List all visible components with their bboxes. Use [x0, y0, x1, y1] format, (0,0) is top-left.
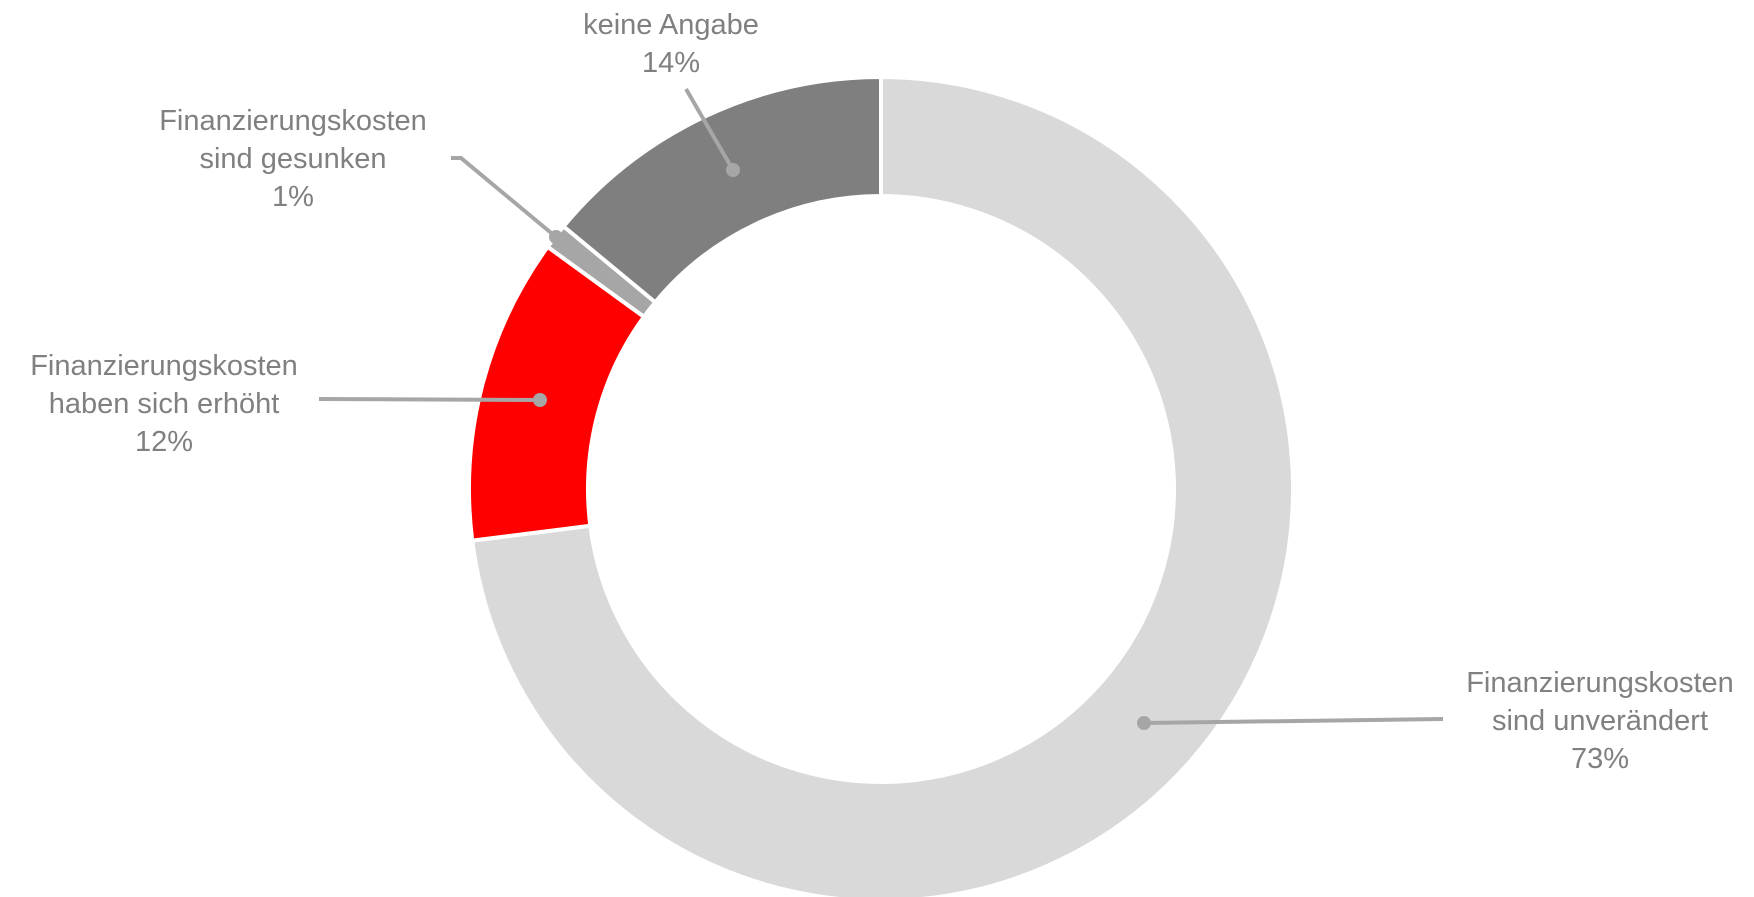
donut-segment [470, 74, 1295, 897]
data-label: keine Angabe 14% [583, 6, 759, 82]
leader-line [684, 87, 735, 172]
data-label: Finanzierungskosten sind gesunken 1% [159, 102, 427, 216]
category-label: Finanzierungskosten haben sich erhöht [30, 350, 298, 420]
leader-dot [1137, 716, 1151, 730]
value-label: 12% [134, 426, 194, 458]
leader-line [318, 397, 541, 402]
value-label: 1% [272, 181, 314, 213]
category-label: keine Angabe [583, 9, 759, 41]
category-label: Finanzierungskosten sind unverändert [1466, 667, 1734, 737]
leader-line [451, 156, 558, 239]
category-label: Finanzierungskosten sind gesunken [159, 105, 427, 175]
value-label: 14% [641, 47, 701, 79]
data-label: Finanzierungskosten haben sich erhöht 12% [30, 347, 298, 461]
data-label: Finanzierungskosten sind unverändert 73% [1466, 664, 1734, 778]
leader-dot [533, 393, 547, 407]
leader-dot [549, 230, 563, 244]
leader-line [1143, 717, 1444, 725]
leader-dot [726, 163, 740, 177]
donut-segment [560, 74, 883, 306]
value-label: 73% [1570, 743, 1630, 775]
